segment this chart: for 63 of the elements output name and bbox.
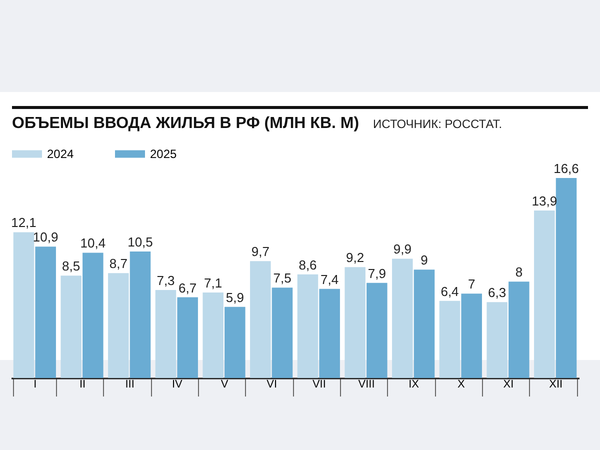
bar: [130, 251, 151, 378]
text: ИСТОЧНИК: РОССТАТ.: [373, 117, 502, 131]
x-tick-label: VIII: [358, 378, 375, 390]
data-label: 8,5: [62, 258, 80, 274]
x-tick-label: V: [220, 378, 229, 390]
bar: [272, 288, 293, 378]
data-label: 7: [468, 276, 476, 292]
x-tick-label: VI: [266, 378, 278, 390]
bar: [439, 300, 460, 378]
data-label: 9: [420, 252, 428, 268]
data-label: 7,9: [368, 266, 386, 281]
bar: [60, 276, 82, 378]
bar: [508, 282, 530, 378]
data-label: 7,5: [273, 270, 292, 286]
bar: [366, 282, 388, 378]
data-label: 10,4: [80, 236, 106, 251]
data-label: 7,3: [156, 273, 175, 288]
x-tick-label: IX: [408, 378, 420, 390]
data-label: 8,7: [109, 256, 128, 272]
bar: [461, 294, 482, 378]
x-tick-label: XI: [503, 378, 514, 390]
x-tick-label: III: [125, 378, 134, 390]
bar: [556, 178, 577, 378]
bar: [392, 258, 413, 378]
bar: [155, 290, 176, 378]
bar: [13, 232, 34, 378]
data-label: 6,7: [178, 280, 197, 296]
bar: [250, 261, 271, 378]
bar: [202, 292, 224, 378]
data-label: 5,9: [226, 290, 244, 305]
data-label: 6,4: [440, 284, 459, 299]
bar: [82, 252, 104, 378]
bar: [108, 273, 129, 378]
data-label: 10,9: [32, 230, 58, 245]
data-label: 8,6: [298, 257, 317, 272]
x-tick-label: VII: [312, 378, 326, 390]
bar: [319, 288, 340, 378]
data-label: 9,2: [346, 250, 364, 266]
bar: [344, 267, 366, 378]
legend-label: 2025: [150, 147, 178, 161]
data-label: 9,7: [251, 244, 270, 260]
x-tick-label: XII: [549, 378, 563, 390]
data-label: 12,1: [11, 215, 36, 230]
bar: [35, 246, 56, 378]
data-label: 8: [515, 264, 523, 280]
data-label: 6,3: [488, 285, 506, 300]
data-label: 7,4: [320, 272, 339, 287]
x-tick-label: I: [34, 378, 37, 390]
bar: [177, 297, 198, 378]
bar: [534, 210, 555, 378]
data-label: 7,1: [204, 275, 222, 290]
x-tick-label: X: [457, 378, 466, 390]
data-label: 9,9: [393, 242, 412, 257]
legend-label: 2024: [47, 147, 74, 161]
data-label: 16,6: [554, 161, 579, 176]
bar: [486, 302, 508, 378]
x-tick-label: IV: [172, 378, 184, 390]
x-tick-label: II: [79, 378, 86, 390]
bar: [297, 274, 318, 378]
chart-title: ОБЪЕМЫ ВВОДА ЖИЛЬЯ В РФ (МЛН КВ. М): [12, 115, 360, 133]
bar: [224, 306, 246, 378]
data-label: 10,5: [128, 234, 153, 250]
bar: [414, 270, 435, 378]
